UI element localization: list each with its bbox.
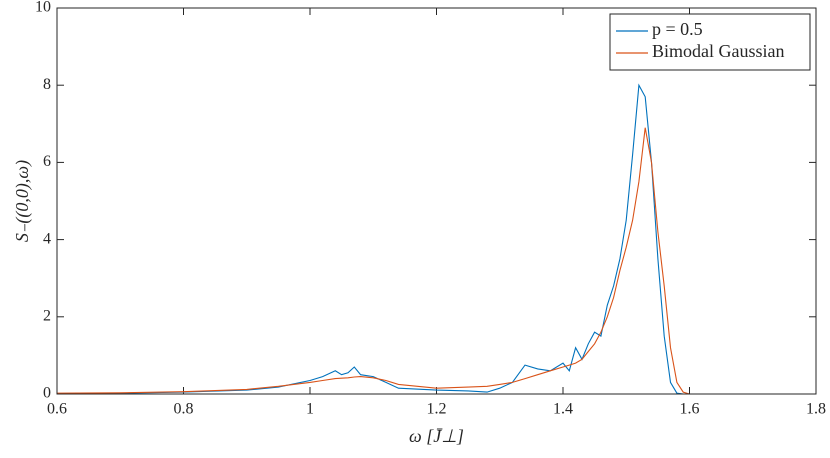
x-tick-label: 0.8 xyxy=(174,401,194,418)
data-line xyxy=(56,127,816,395)
y-tick-label: 8 xyxy=(43,76,51,93)
y-tick-label: 6 xyxy=(43,153,51,170)
x-tick-label: 0.6 xyxy=(47,401,67,418)
legend-label: p = 0.5 xyxy=(652,19,703,39)
y-tick-label: 10 xyxy=(35,0,51,16)
x-tick-label: 1.6 xyxy=(680,401,700,418)
x-tick-label: 1 xyxy=(306,401,314,418)
y-axis-label: S₋((0,0),ω) xyxy=(12,160,33,242)
y-tick-label: 2 xyxy=(43,307,51,324)
x-tick-label: 1.8 xyxy=(806,401,826,418)
data-line xyxy=(56,83,816,395)
x-tick-label: 1.4 xyxy=(553,401,573,418)
plot-frame xyxy=(56,7,817,395)
x-tick-label: 1.2 xyxy=(427,401,447,418)
legend-label: Bimodal Gaussian xyxy=(652,41,785,61)
legend-box xyxy=(609,13,811,71)
y-tick-label: 4 xyxy=(43,230,51,247)
y-tick-label: 0 xyxy=(43,385,51,402)
x-axis-label: ω [J̄⊥] xyxy=(409,426,464,446)
